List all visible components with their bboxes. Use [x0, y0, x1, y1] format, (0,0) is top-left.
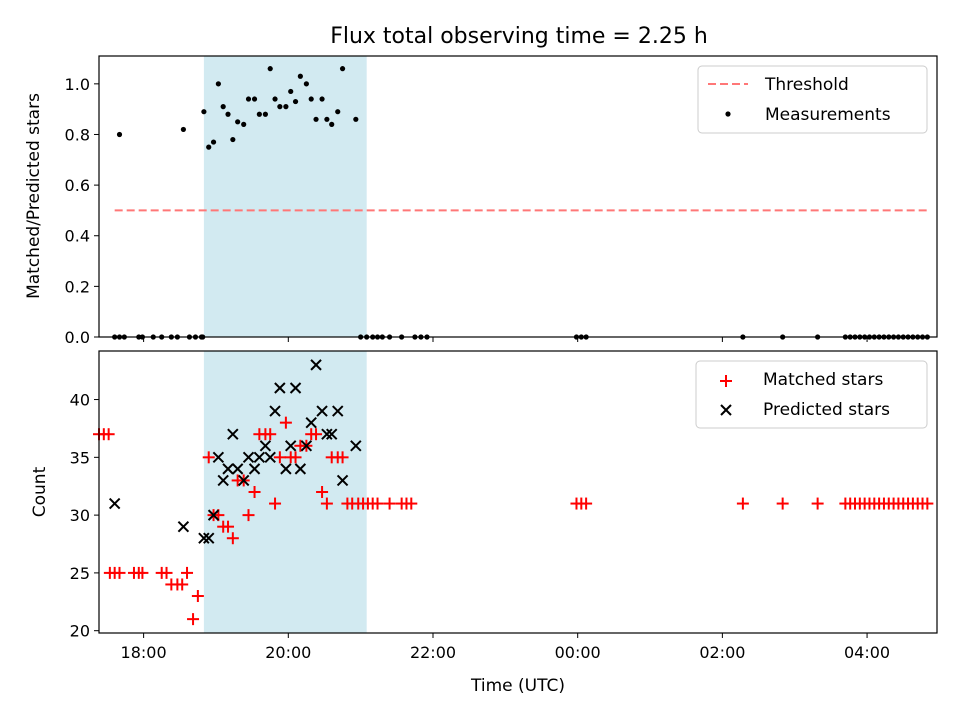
- measurement-point: [216, 81, 221, 86]
- measurement-point: [319, 96, 324, 101]
- measurement-point: [235, 119, 240, 124]
- predicted-star-point: [110, 499, 120, 509]
- matched-star-point: [187, 613, 199, 625]
- measurement-point: [293, 99, 298, 104]
- predicted-star-point: [178, 522, 188, 532]
- top-panel: 0.0 0.2 0.4 0.6 0.8 1.0 Matched/Predicted sta…: [24, 56, 937, 347]
- measurement-point: [206, 145, 211, 150]
- measurement-point: [257, 112, 262, 117]
- legend-measurements-marker: [725, 111, 730, 116]
- bottom-x-ticks: 18:00 20:00 22:00 00:00 02:00 04:00: [121, 633, 891, 662]
- measurement-point: [329, 122, 334, 127]
- chart-title: Flux total observing time = 2.25 h: [330, 24, 708, 49]
- measurement-point: [288, 89, 293, 94]
- legend-measurements-label: Measurements: [765, 105, 891, 125]
- matched-star-point: [812, 498, 824, 510]
- measurement-point: [272, 96, 277, 101]
- measurement-point: [225, 112, 230, 117]
- top-y-axis-label: Matched/Predicted stars: [24, 93, 44, 299]
- measurement-point: [230, 137, 235, 142]
- y-tick-label: 1.0: [65, 75, 90, 94]
- top-x-ticks: [144, 337, 867, 342]
- x-tick-label: 02:00: [699, 643, 745, 662]
- y-tick-label: 25: [70, 564, 90, 583]
- x-tick-label: 20:00: [265, 643, 311, 662]
- measurement-point: [283, 104, 288, 109]
- x-tick-label: 04:00: [844, 643, 890, 662]
- legend-threshold-label: Threshold: [764, 75, 849, 95]
- top-highlight-span: [204, 56, 367, 337]
- y-tick-label: 0.6: [65, 176, 90, 195]
- matched-star-point: [737, 498, 749, 510]
- bottom-y-axis-label: Count: [30, 466, 50, 517]
- y-tick-label: 30: [70, 506, 90, 525]
- y-tick-label: 0.4: [65, 227, 90, 246]
- y-tick-label: 0.0: [65, 328, 90, 347]
- y-tick-label: 40: [70, 391, 90, 410]
- x-tick-label: 22:00: [410, 643, 456, 662]
- top-legend: Threshold Measurements: [698, 66, 927, 133]
- measurement-point: [241, 122, 246, 127]
- matched-star-point: [384, 498, 396, 510]
- measurement-point: [246, 96, 251, 101]
- measurement-point: [304, 81, 309, 86]
- measurement-point: [263, 112, 268, 117]
- bottom-highlight-span: [204, 351, 367, 633]
- measurement-point: [353, 117, 358, 122]
- y-tick-label: 20: [70, 622, 90, 641]
- measurement-point: [252, 96, 257, 101]
- legend-predicted-label: Predicted stars: [763, 400, 890, 420]
- y-tick-label: 35: [70, 448, 90, 467]
- x-axis-label: Time (UTC): [470, 676, 565, 696]
- bottom-y-ticks: 20 25 30 35 40: [70, 391, 99, 641]
- matched-star-point: [777, 498, 789, 510]
- measurement-point: [309, 96, 314, 101]
- bottom-legend: Matched stars Predicted stars: [696, 361, 927, 428]
- measurement-point: [221, 104, 226, 109]
- measurement-point: [313, 117, 318, 122]
- measurement-point: [277, 104, 282, 109]
- legend-matched-label: Matched stars: [763, 370, 883, 390]
- bottom-panel: 20 25 30 35 40 18:00 20:00 22:00 00:00 02:00 04:0…: [30, 351, 937, 696]
- measurement-point: [201, 109, 206, 114]
- y-tick-label: 0.8: [65, 125, 90, 144]
- figure: Flux total observing time = 2.25 h 0.00.…: [0, 0, 960, 720]
- measurement-point: [298, 74, 303, 79]
- matched-star-point: [192, 590, 204, 602]
- y-tick-label: 0.2: [65, 277, 90, 296]
- measurement-point: [211, 139, 216, 144]
- measurement-point: [268, 66, 273, 71]
- measurement-point: [324, 117, 329, 122]
- measurement-point: [335, 109, 340, 114]
- matched-star-point: [181, 567, 193, 579]
- x-tick-label: 00:00: [555, 643, 601, 662]
- measurement-point: [181, 127, 186, 132]
- measurement-point: [340, 66, 345, 71]
- x-tick-label: 18:00: [121, 643, 167, 662]
- measurement-point: [117, 132, 122, 137]
- top-y-ticks: 0.0 0.2 0.4 0.6 0.8 1.0: [65, 75, 99, 347]
